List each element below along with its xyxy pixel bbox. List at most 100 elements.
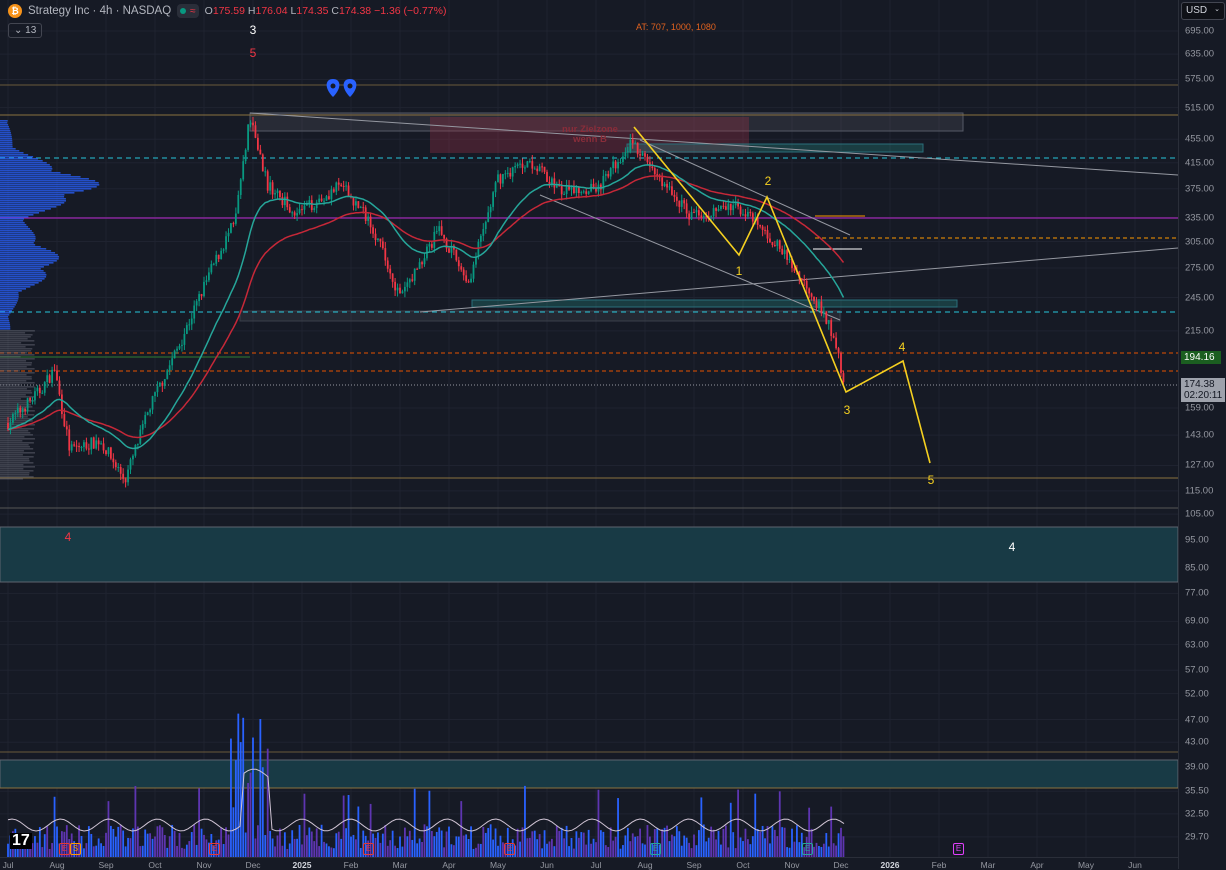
candle (14, 413, 17, 415)
volume-bar (386, 845, 389, 857)
candle (21, 409, 24, 413)
market-status[interactable]: ≈ (177, 4, 199, 18)
data-delay-icon: ≈ (190, 5, 196, 17)
candle (497, 174, 499, 183)
volume-profile-bar (0, 322, 10, 324)
volume-bar (631, 833, 634, 857)
current-price-tag: 174.38 02:20:11 (1181, 378, 1225, 402)
volume-bar (335, 833, 338, 857)
volume-bar (663, 827, 666, 857)
candle (411, 279, 414, 281)
volume-bar (198, 788, 200, 857)
volume-bar (712, 829, 715, 857)
volume-bar (685, 837, 688, 857)
volume-profile-bar (0, 452, 35, 454)
candle (401, 291, 404, 294)
volume-bar (815, 842, 818, 857)
candle (543, 166, 546, 172)
volume-profile-bar (0, 178, 89, 180)
volume-bar (244, 832, 247, 857)
candle (16, 407, 19, 414)
candle (781, 248, 784, 255)
volume-bar (543, 830, 546, 857)
volume-bar (580, 832, 583, 857)
volume-bar (293, 838, 296, 857)
volume-bar (720, 844, 722, 857)
earnings-marker[interactable]: E (209, 843, 220, 855)
earnings-marker[interactable]: E (953, 843, 964, 855)
volume-profile-bar (0, 286, 31, 288)
volume-bar (384, 825, 387, 857)
candle (129, 459, 132, 470)
candle (345, 185, 347, 187)
symbol-title[interactable]: Strategy Inc · 4h · NASDAQ (28, 5, 172, 17)
volume-bar (622, 845, 624, 857)
volume-profile-bar (0, 412, 22, 414)
volume-bar (560, 827, 563, 857)
volume-profile-bar (0, 160, 43, 162)
volume-bar (541, 848, 543, 857)
candle (48, 375, 51, 383)
earnings-marker[interactable]: E (504, 843, 515, 855)
volume-profile-bar (0, 458, 30, 460)
volume-profile-bar (0, 416, 28, 418)
candle (563, 193, 566, 195)
wave-label: 4 (898, 340, 906, 354)
volume-bar (330, 847, 333, 857)
volume-bar (514, 845, 517, 857)
time-axis[interactable]: Jul Aug Sep Oct Nov Dec 2025 Feb Mar Apr May Jun Jul… (0, 857, 1178, 870)
volume-bar (252, 737, 254, 857)
time-axis-label: 2026 (880, 860, 900, 870)
volume-bar (43, 834, 46, 857)
volume-profile-bar (0, 472, 30, 474)
candle (215, 254, 218, 264)
volume-bar (516, 828, 519, 857)
candle (693, 211, 695, 213)
volume-bar (102, 845, 105, 857)
candle (683, 200, 686, 204)
candle (274, 193, 276, 195)
price-chart[interactable] (0, 0, 1178, 857)
candle (705, 216, 708, 218)
currency-select[interactable]: USD ⌄ (1181, 2, 1225, 20)
earnings-marker[interactable]: E (802, 843, 813, 855)
volume-bar (222, 844, 225, 857)
split-marker[interactable]: S (70, 843, 81, 855)
volume-profile-bar (0, 446, 30, 448)
candle (416, 268, 419, 270)
volume-profile-bar (0, 202, 65, 204)
volume-bar (668, 841, 671, 857)
candle (73, 444, 76, 446)
candle (63, 414, 66, 427)
volume-profile-bar (0, 164, 50, 166)
candle (614, 161, 617, 169)
volume-profile-bar (0, 470, 34, 472)
earnings-marker[interactable]: E (59, 843, 70, 855)
elliott-wave-projection (633, 126, 931, 464)
candle (190, 318, 193, 325)
volume-bar (347, 795, 350, 857)
candle (279, 190, 281, 198)
volume-bar (315, 828, 318, 857)
earnings-marker[interactable]: E (650, 843, 661, 855)
candle (626, 151, 629, 153)
candle (580, 192, 583, 194)
candle (323, 200, 325, 202)
indicators-toggle-button[interactable]: ⌄ 13 (8, 23, 43, 38)
price-axis[interactable]: USD ⌄ 695.00 635.00 575.00 515.00 455.00 415.… (1178, 0, 1226, 869)
candle (668, 186, 671, 188)
volume-profile-bar (0, 314, 10, 316)
candle (185, 325, 188, 334)
volume-bar (497, 845, 499, 857)
volume-bar (435, 831, 438, 857)
volume-profile-bar (0, 430, 29, 432)
volume-profile-bar (0, 280, 43, 282)
earnings-marker[interactable]: E (363, 843, 374, 855)
tradingview-logo[interactable]: 17 (10, 832, 32, 849)
volume-bar (702, 824, 705, 857)
volume-profile-bar (0, 158, 39, 160)
candle (653, 168, 656, 175)
volume-bar (301, 844, 303, 857)
candle (298, 209, 301, 214)
volume-profile-bar (0, 132, 11, 134)
